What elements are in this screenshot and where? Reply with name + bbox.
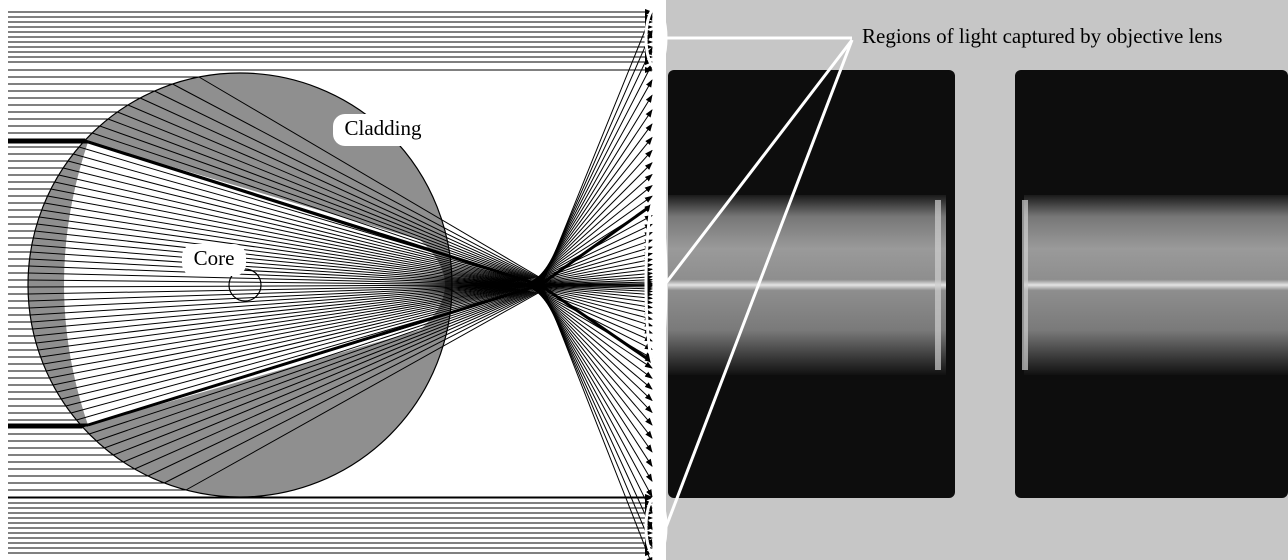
fiber-band-left bbox=[668, 195, 946, 375]
regions-label: Regions of light captured by objective l… bbox=[862, 24, 1222, 48]
figure: Cladding Core Regions of light captured … bbox=[0, 0, 1288, 560]
page: Cladding Core Regions of light captured … bbox=[0, 0, 1288, 560]
cladding-label: Cladding bbox=[345, 116, 422, 140]
core-label: Core bbox=[194, 246, 235, 270]
capture-ellipse bbox=[646, 197, 666, 369]
capture-ellipse bbox=[646, 497, 666, 557]
fiber-band-right bbox=[1024, 195, 1288, 375]
fiber-edge bbox=[935, 200, 941, 370]
fiber-edge bbox=[1022, 200, 1028, 370]
